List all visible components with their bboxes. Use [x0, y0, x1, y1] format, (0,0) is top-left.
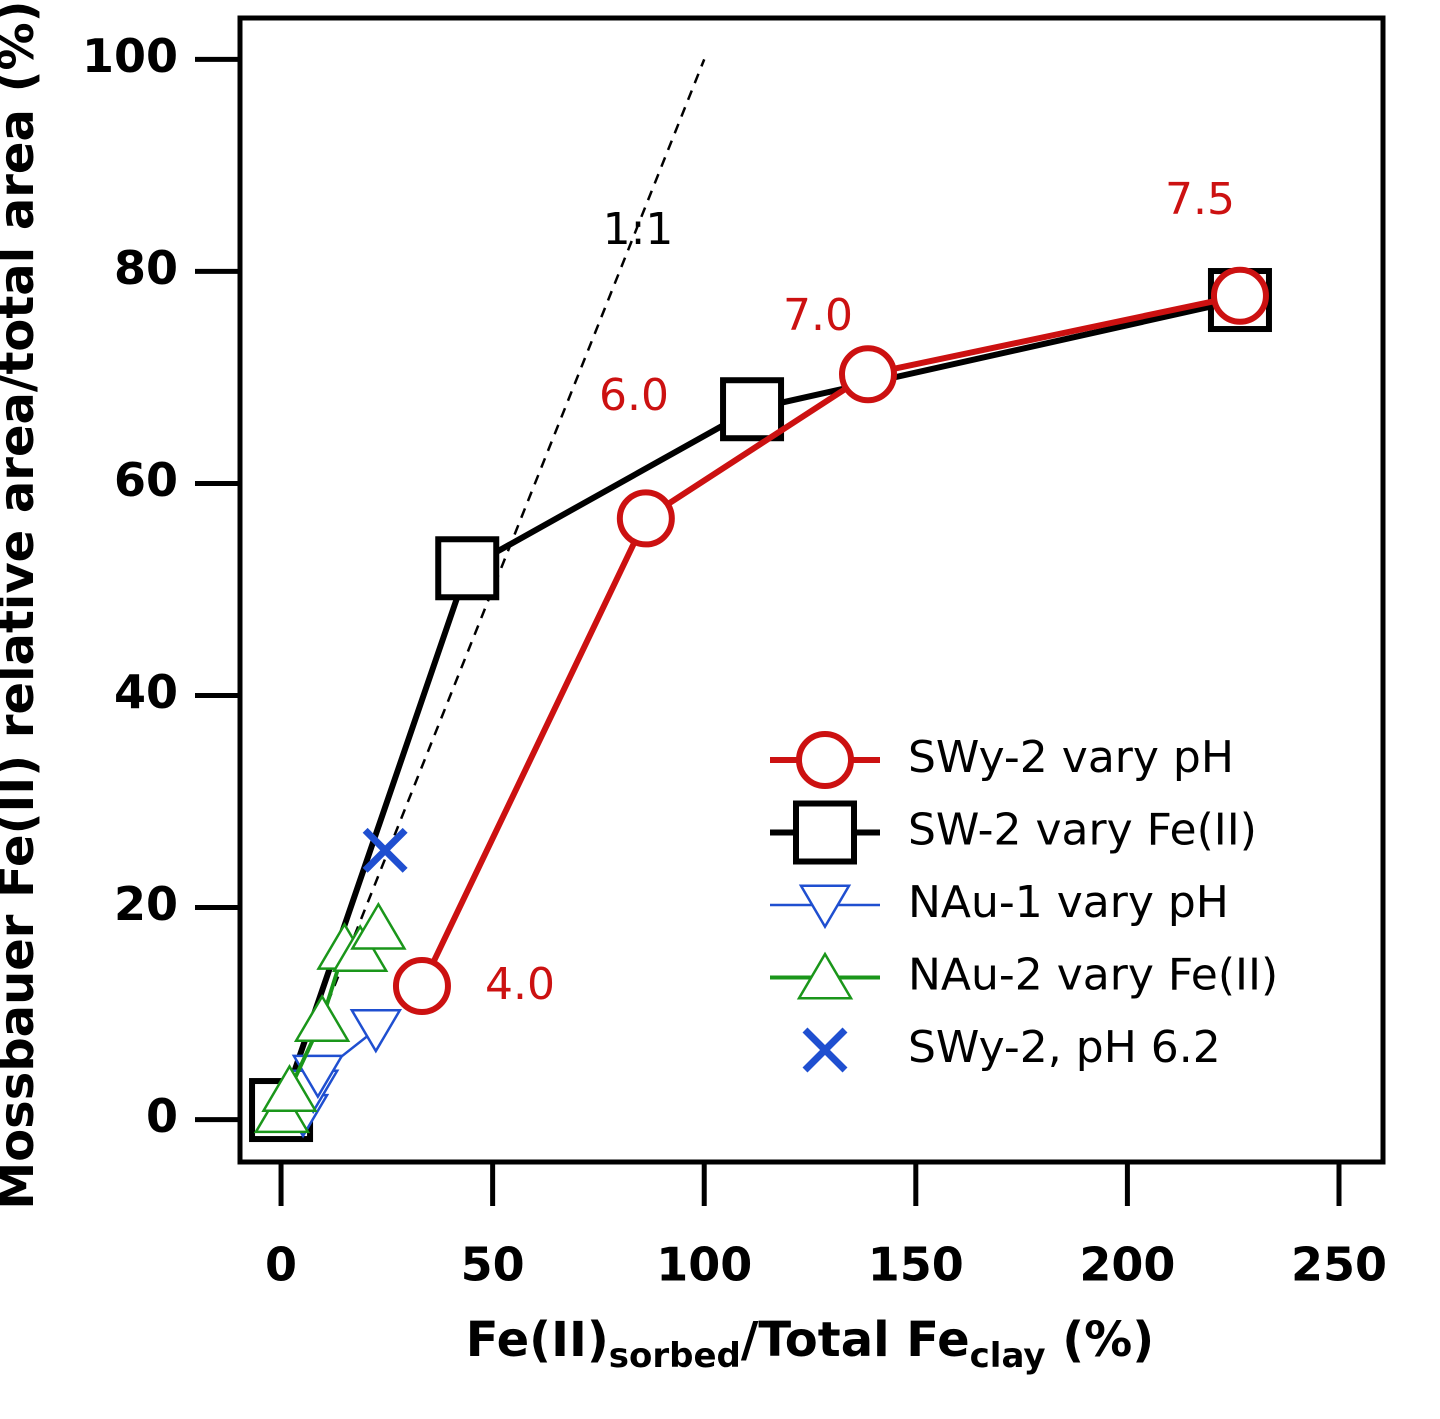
- y-tick-label: 40: [114, 665, 178, 719]
- legend-marker: [796, 951, 854, 1000]
- marker: [392, 957, 451, 1015]
- marker: [1210, 266, 1269, 325]
- y-axis-label: Mossbauer Fe(II) relative area/total are…: [0, 0, 45, 1209]
- y-tick-label: 80: [114, 241, 178, 295]
- reference-label: 1:1: [603, 204, 674, 255]
- y-tick-label: 60: [114, 453, 178, 507]
- marker: [261, 1064, 318, 1112]
- marker: [720, 377, 785, 442]
- x-tick-label: 150: [868, 1238, 964, 1292]
- annotation: 7.0: [783, 290, 853, 341]
- annotation: 7.5: [1165, 174, 1235, 225]
- x-label-sub: clay: [970, 1336, 1046, 1376]
- legend-marker: [796, 731, 854, 789]
- x-tick-label: 0: [265, 1238, 297, 1292]
- x-axis-label: Fe(II)sorbed/Total Feclay (%): [466, 1312, 1154, 1376]
- marker: [435, 536, 500, 601]
- y-tick-label: 100: [82, 29, 178, 83]
- annotation: 6.0: [599, 370, 669, 421]
- x-label-sub: sorbed: [609, 1336, 741, 1376]
- plot-frame: [237, 15, 1386, 1165]
- marker: [349, 1009, 403, 1054]
- legend-marker: [793, 800, 857, 865]
- legend-marker: [802, 1027, 848, 1073]
- x-tick-label: 100: [656, 1238, 752, 1292]
- x-tick-label: 200: [1079, 1238, 1175, 1292]
- marker: [838, 345, 897, 404]
- x-tick-label: 50: [461, 1238, 525, 1292]
- legend-label: SWy-2 vary pH: [908, 732, 1234, 783]
- legend-label: NAu-2 vary Fe(II): [908, 950, 1278, 1001]
- x-tick-label: 250: [1291, 1238, 1387, 1292]
- y-tick-label: 20: [114, 877, 178, 931]
- marker: [293, 994, 351, 1042]
- marker: [291, 1054, 345, 1100]
- legend-label: SW-2 vary Fe(II): [908, 805, 1257, 856]
- legend-label: NAu-1 vary pH: [908, 877, 1229, 928]
- annotation: 4.0: [485, 959, 555, 1010]
- x-label-part: /Total Fe: [741, 1312, 970, 1368]
- marker: [616, 489, 675, 548]
- legend-label: SWy-2, pH 6.2: [908, 1022, 1221, 1073]
- x-label-part: Fe(II): [466, 1312, 609, 1368]
- x-label-part: (%): [1046, 1312, 1155, 1368]
- marker: [350, 901, 407, 950]
- y-tick-label: 0: [146, 1089, 178, 1143]
- legend-marker: [798, 884, 852, 930]
- series-line: [419, 292, 1241, 988]
- marker: [362, 827, 408, 873]
